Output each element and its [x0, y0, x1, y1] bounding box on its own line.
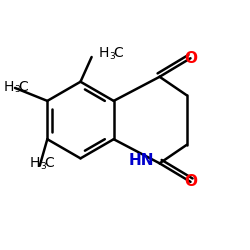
- Text: H: H: [4, 80, 14, 94]
- Text: 3: 3: [40, 162, 46, 171]
- Text: 3: 3: [14, 86, 20, 94]
- Text: 3: 3: [110, 52, 115, 61]
- Text: HN: HN: [128, 153, 154, 168]
- Text: O: O: [184, 51, 197, 66]
- Text: O: O: [184, 174, 197, 189]
- Text: C: C: [114, 46, 123, 60]
- Text: C: C: [44, 156, 54, 170]
- Text: C: C: [18, 80, 28, 94]
- Text: H: H: [30, 156, 40, 170]
- Text: H: H: [99, 46, 110, 60]
